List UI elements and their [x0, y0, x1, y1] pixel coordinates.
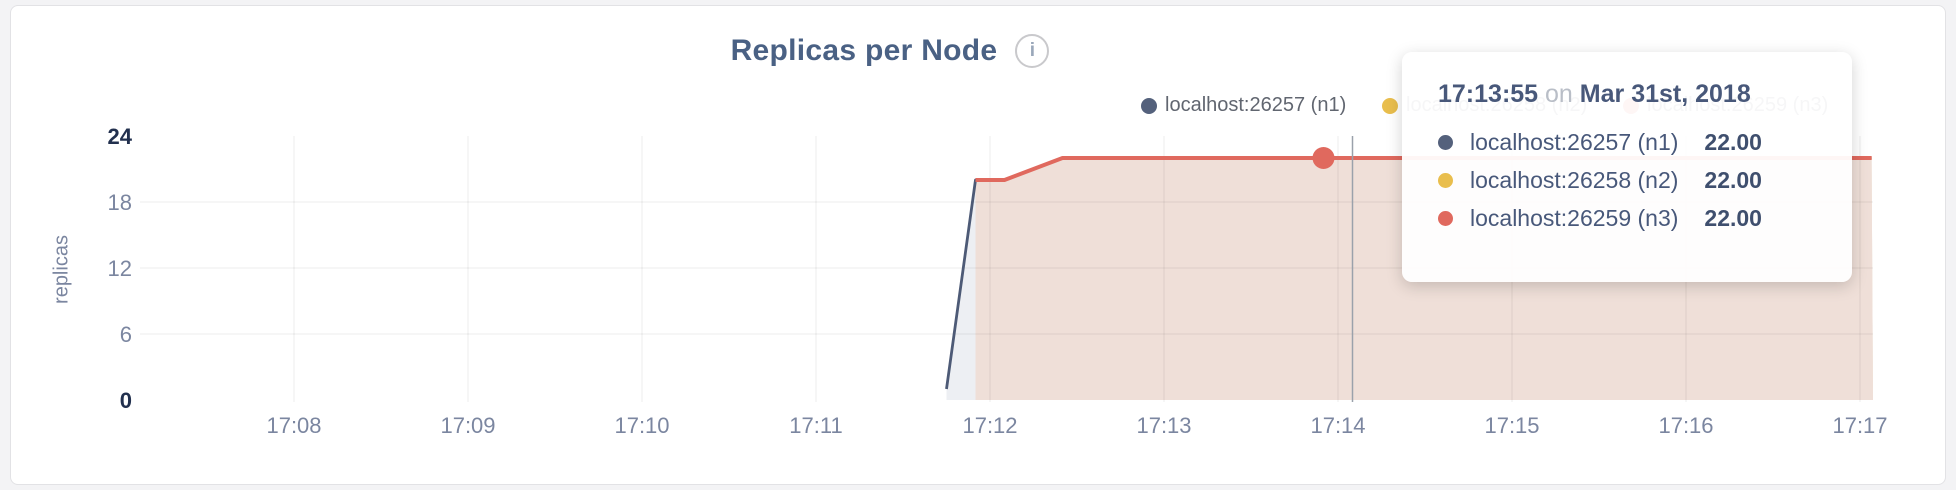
- x-axis-label: 17:08: [266, 413, 322, 438]
- x-axis-label: 17:15: [1484, 413, 1540, 438]
- y-axis-label: 6: [119, 322, 132, 347]
- tooltip-series-dot-icon: [1438, 134, 1453, 150]
- legend-item-n1[interactable]: localhost:26257 (n1): [1141, 94, 1346, 117]
- tooltip-series-dot-icon: [1438, 210, 1453, 226]
- x-axis-label: 17:13: [1136, 413, 1192, 438]
- tooltip-series-label: localhost:26257 (n1): [1470, 128, 1679, 155]
- x-axis-label: 17:09: [440, 413, 496, 438]
- legend-dot-icon: [1141, 97, 1157, 114]
- tooltip-row-n2: localhost:26258 (n2) 22.00: [1438, 161, 1818, 199]
- tooltip-header: 17:13:55 on Mar 31st, 2018: [1438, 80, 1818, 109]
- y-axis-label: 12: [107, 256, 132, 281]
- x-axis-label: 17:11: [789, 413, 843, 438]
- x-axis-label: 17:12: [962, 413, 1018, 438]
- tooltip-series-dot-icon: [1438, 172, 1453, 188]
- hover-point-marker[interactable]: [1312, 147, 1335, 169]
- y-axis-label: 24: [107, 124, 132, 149]
- tooltip-time: 17:13:55: [1438, 80, 1539, 108]
- tooltip-conjunction: on: [1545, 80, 1573, 108]
- hover-tooltip: 17:13:55 on Mar 31st, 2018 localhost:262…: [1402, 52, 1852, 282]
- tooltip-date: Mar 31st, 2018: [1579, 80, 1751, 108]
- x-axis-label: 17:16: [1658, 413, 1714, 438]
- tooltip-series-value: 22.00: [1704, 128, 1762, 155]
- tooltip-row-n1: localhost:26257 (n1) 22.00: [1438, 123, 1818, 161]
- info-icon[interactable]: i: [1015, 34, 1050, 68]
- legend-dot-icon: [1382, 97, 1398, 114]
- tooltip-rows: localhost:26257 (n1) 22.00 localhost:26258…: [1438, 123, 1818, 237]
- legend-label: localhost:26257 (n1): [1165, 94, 1347, 116]
- tooltip-series-label: localhost:26258 (n2): [1470, 166, 1679, 193]
- y-axis-label: 0: [119, 388, 132, 413]
- y-axis-label: 18: [107, 190, 132, 215]
- x-axis-label: 17:14: [1310, 413, 1366, 438]
- x-axis-label: 17:17: [1832, 413, 1888, 438]
- tooltip-row-n3: localhost:26259 (n3) 22.00: [1438, 199, 1818, 237]
- x-axis-label: 17:10: [614, 413, 670, 438]
- tooltip-series-label: localhost:26259 (n3): [1470, 204, 1679, 231]
- tooltip-series-value: 22.00: [1704, 204, 1762, 231]
- tooltip-series-value: 22.00: [1704, 166, 1762, 193]
- info-icon-glyph: i: [1029, 40, 1036, 61]
